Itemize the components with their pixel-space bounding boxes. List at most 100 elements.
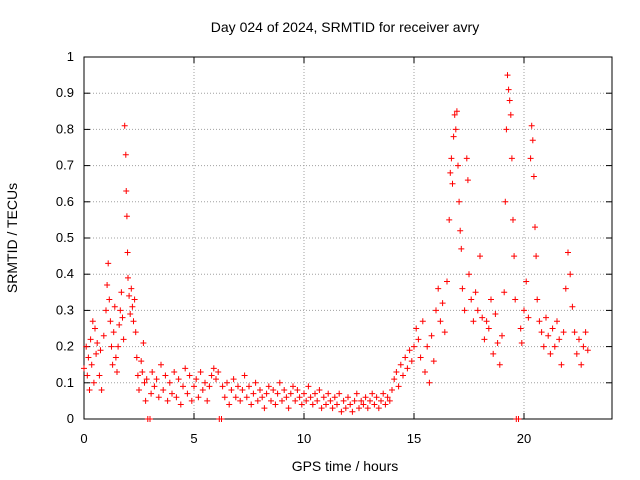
data-point bbox=[182, 365, 189, 372]
data-point bbox=[523, 278, 530, 285]
data-point bbox=[406, 347, 413, 354]
data-point bbox=[261, 405, 268, 412]
data-point bbox=[230, 376, 237, 383]
data-point bbox=[88, 361, 95, 368]
data-point bbox=[143, 376, 150, 383]
data-point bbox=[246, 383, 252, 390]
data-point bbox=[164, 397, 171, 404]
data-point bbox=[147, 416, 153, 422]
data-point bbox=[107, 318, 114, 325]
data-point bbox=[424, 343, 431, 350]
data-point bbox=[529, 137, 536, 144]
data-point bbox=[430, 358, 437, 365]
data-point bbox=[492, 311, 499, 318]
data-point bbox=[263, 390, 270, 397]
data-point bbox=[316, 387, 323, 394]
data-point bbox=[441, 329, 448, 336]
data-point bbox=[142, 397, 149, 404]
data-point bbox=[340, 397, 347, 404]
ticks bbox=[83, 56, 612, 420]
data-point bbox=[408, 358, 415, 365]
data-point bbox=[481, 336, 488, 343]
data-point bbox=[461, 307, 468, 314]
x-tick-label: 15 bbox=[407, 431, 421, 446]
data-point bbox=[104, 282, 111, 289]
data-point bbox=[87, 336, 94, 343]
data-point bbox=[521, 307, 527, 314]
data-point bbox=[296, 394, 303, 401]
data-point bbox=[287, 390, 294, 397]
data-point bbox=[126, 292, 133, 299]
y-axis-label: SRMTID / TECUs bbox=[4, 183, 20, 293]
data-point bbox=[133, 354, 140, 361]
data-point bbox=[334, 401, 340, 408]
data-point bbox=[435, 285, 442, 292]
data-point bbox=[413, 325, 420, 332]
data-point bbox=[571, 329, 578, 336]
data-point bbox=[120, 336, 127, 343]
data-point bbox=[512, 296, 519, 303]
data-point bbox=[305, 383, 312, 390]
data-point bbox=[464, 177, 471, 184]
data-point bbox=[125, 274, 131, 281]
data-point bbox=[342, 405, 349, 412]
data-point bbox=[503, 126, 510, 133]
data-point bbox=[281, 387, 288, 394]
data-point bbox=[197, 368, 204, 375]
y-tick-label: 0.1 bbox=[56, 375, 74, 390]
data-point bbox=[175, 376, 182, 383]
data-point bbox=[191, 383, 197, 390]
data-point bbox=[578, 361, 585, 368]
data-point bbox=[554, 318, 560, 325]
data-point bbox=[474, 307, 481, 314]
data-point bbox=[320, 394, 327, 401]
data-point bbox=[362, 394, 369, 401]
data-point bbox=[549, 325, 556, 332]
data-point bbox=[307, 394, 314, 401]
data-point bbox=[93, 350, 100, 357]
x-axis-label: GPS time / hours bbox=[292, 458, 399, 474]
grid bbox=[84, 57, 612, 419]
data-point bbox=[547, 350, 554, 357]
data-point bbox=[94, 339, 101, 346]
data-point bbox=[208, 372, 215, 379]
data-point bbox=[506, 97, 513, 104]
data-point bbox=[89, 318, 96, 325]
data-point bbox=[130, 318, 137, 325]
data-point bbox=[517, 325, 524, 332]
data-point bbox=[400, 372, 406, 379]
data-point bbox=[128, 285, 135, 292]
y-tick-label: 0.8 bbox=[56, 121, 74, 136]
data-point bbox=[232, 394, 239, 401]
data-point bbox=[138, 358, 145, 365]
data-point bbox=[411, 343, 417, 350]
data-point bbox=[272, 401, 279, 408]
y-tick-label: 0.6 bbox=[56, 194, 74, 209]
y-tick-label: 0.9 bbox=[56, 85, 74, 100]
data-point bbox=[419, 318, 426, 325]
data-point bbox=[141, 379, 148, 386]
data-point bbox=[533, 253, 540, 260]
data-point bbox=[303, 397, 310, 404]
data-point bbox=[543, 314, 549, 321]
data-point bbox=[148, 390, 155, 397]
data-point bbox=[276, 379, 283, 386]
y-tick-label: 0.3 bbox=[56, 302, 74, 317]
y-tick-label: 0.7 bbox=[56, 158, 74, 173]
data-point bbox=[228, 387, 235, 394]
data-point bbox=[123, 213, 130, 220]
data-point bbox=[235, 383, 241, 390]
data-point bbox=[472, 289, 479, 296]
data-point bbox=[224, 379, 230, 386]
data-point bbox=[103, 307, 109, 314]
data-point bbox=[556, 336, 563, 343]
data-point bbox=[111, 303, 118, 310]
data-point bbox=[496, 361, 503, 368]
data-point bbox=[510, 216, 516, 223]
data-point bbox=[347, 401, 354, 408]
data-point bbox=[353, 390, 360, 397]
data-point bbox=[426, 379, 433, 386]
data-point bbox=[85, 354, 92, 361]
data-point bbox=[380, 390, 387, 397]
data-point bbox=[511, 253, 518, 260]
